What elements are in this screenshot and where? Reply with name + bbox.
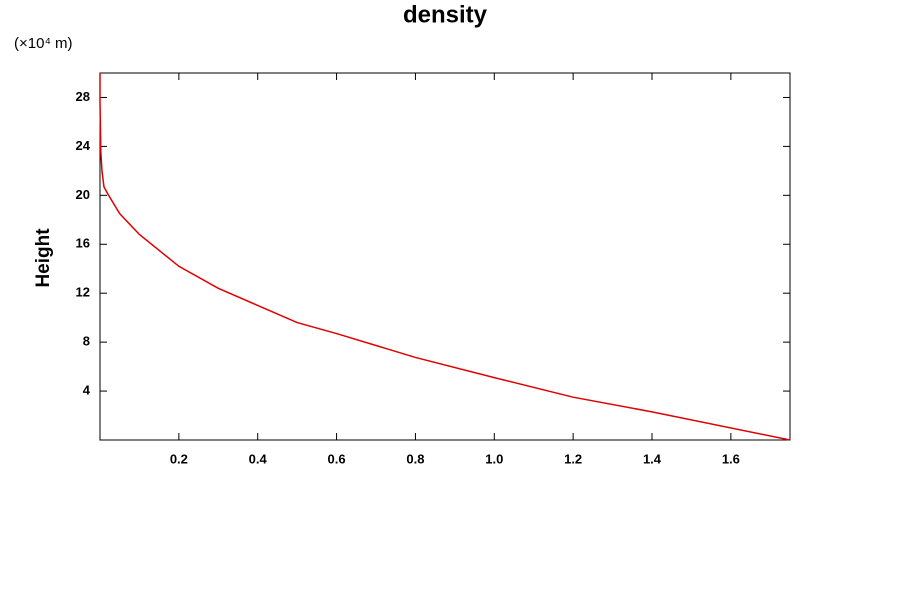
y-tick-label: 28 (76, 89, 90, 104)
x-tick-label: 1.4 (643, 451, 662, 466)
x-tick-label: 1.6 (722, 451, 740, 466)
y-tick-label: 8 (83, 334, 90, 349)
chart-title: density (403, 1, 488, 28)
x-tick-label: 0.6 (328, 451, 346, 466)
x-tick-label: 0.8 (406, 451, 424, 466)
x-tick-label: 0.2 (170, 451, 188, 466)
x-tick-label: 1.0 (485, 451, 503, 466)
plot-frame (99, 72, 791, 441)
y-unit: (×10⁴ m) (14, 35, 73, 52)
y-tick-label: 24 (76, 138, 91, 153)
y-tick-label: 12 (76, 285, 90, 300)
y-tick-label: 4 (83, 383, 91, 398)
y-tick-label: 20 (76, 187, 90, 202)
y-axis-label: Height (33, 228, 54, 288)
x-tick-label: 0.4 (249, 451, 268, 466)
x-tick-label: 1.2 (564, 451, 582, 466)
y-tick-label: 16 (76, 236, 90, 251)
data-line (99, 73, 791, 441)
